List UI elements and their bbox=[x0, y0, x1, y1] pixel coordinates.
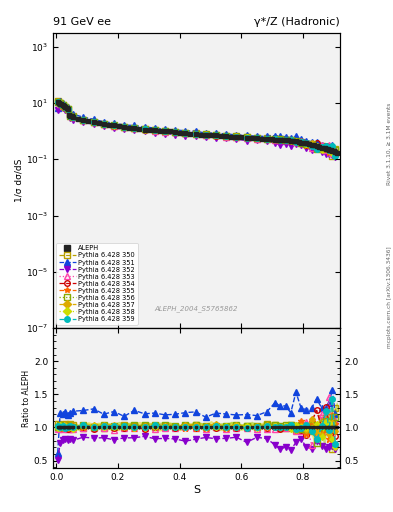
Legend: ALEPH, Pythia 6.428 350, Pythia 6.428 351, Pythia 6.428 352, Pythia 6.428 353, P: ALEPH, Pythia 6.428 350, Pythia 6.428 35… bbox=[56, 243, 138, 325]
Y-axis label: Ratio to ALEPH: Ratio to ALEPH bbox=[22, 370, 31, 427]
X-axis label: S: S bbox=[193, 485, 200, 495]
Text: 91 GeV ee: 91 GeV ee bbox=[53, 16, 111, 27]
Text: γ*/Z (Hadronic): γ*/Z (Hadronic) bbox=[254, 16, 340, 27]
Text: ALEPH_2004_S5765862: ALEPH_2004_S5765862 bbox=[155, 305, 238, 312]
Text: mcplots.cern.ch [arXiv:1306.3436]: mcplots.cern.ch [arXiv:1306.3436] bbox=[387, 246, 392, 348]
Text: Rivet 3.1.10, ≥ 3.1M events: Rivet 3.1.10, ≥ 3.1M events bbox=[387, 102, 392, 184]
Y-axis label: 1/σ dσ/dS: 1/σ dσ/dS bbox=[14, 159, 23, 202]
